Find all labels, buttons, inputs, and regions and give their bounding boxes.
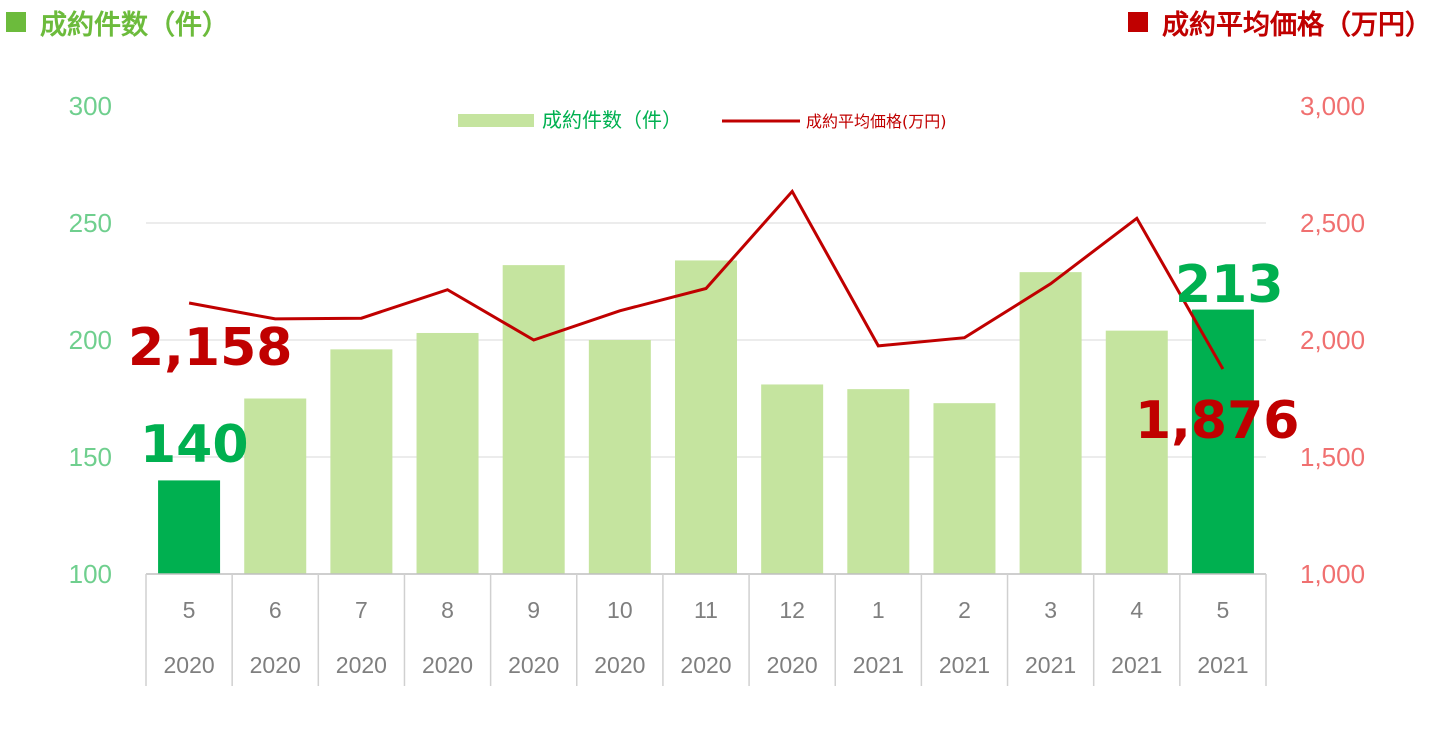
x-tick-month: 8 (441, 597, 454, 623)
right-tick-label: 1,500 (1300, 442, 1365, 472)
right-axis-header: 成約平均価格（万円） (1128, 2, 1432, 42)
right-tick-label: 2,000 (1300, 325, 1365, 355)
x-tick-year: 2020 (336, 652, 387, 678)
green-square-icon (6, 12, 26, 32)
bar (1191, 309, 1254, 574)
legend: 成約件数（件） 成約平均価格(万円) (458, 108, 947, 132)
red-square-icon (1128, 12, 1148, 32)
x-tick-month: 7 (355, 597, 368, 623)
x-axis: 5202062020720208202092020102020112020122… (145, 573, 1267, 686)
right-axis-header-text: 成約平均価格（万円） (1162, 9, 1432, 41)
x-tick-month: 1 (872, 597, 885, 623)
left-tick-label: 300 (69, 91, 112, 121)
bar (1019, 272, 1082, 574)
x-tick-year: 2021 (939, 652, 990, 678)
left-axis-header-text: 成約件数（件） (40, 9, 229, 41)
legend-bar-label: 成約件数（件） (542, 108, 682, 132)
callout-first-count: 140 (140, 415, 249, 475)
x-tick-year: 2020 (422, 652, 473, 678)
callout-first-price: 2,158 (128, 318, 292, 378)
left-tick-label: 250 (69, 208, 112, 238)
x-tick-month: 3 (1044, 597, 1057, 623)
x-tick-month: 11 (694, 597, 718, 623)
x-tick-year: 2020 (767, 652, 818, 678)
bar (244, 398, 307, 574)
x-tick-month: 4 (1130, 597, 1143, 623)
bar (847, 389, 910, 574)
bar (416, 332, 479, 574)
x-tick-year: 2020 (594, 652, 645, 678)
x-tick-month: 2 (958, 597, 971, 623)
bar (761, 384, 824, 574)
right-axis-ticks: 1,000 1,500 2,000 2,500 3,000 (1300, 91, 1365, 589)
left-axis-ticks: 100 150 200 250 300 (69, 91, 112, 589)
bar (588, 340, 651, 574)
x-tick-year: 2020 (163, 652, 214, 678)
x-tick-month: 12 (779, 597, 805, 623)
x-tick-year: 2021 (1025, 652, 1076, 678)
x-tick-year: 2020 (680, 652, 731, 678)
line-series (188, 188, 1225, 370)
right-tick-label: 2,500 (1300, 208, 1365, 238)
bar (933, 403, 996, 574)
x-tick-month: 10 (607, 597, 633, 623)
x-tick-year: 2020 (508, 652, 559, 678)
left-tick-label: 150 (69, 442, 112, 472)
bar-series (158, 260, 1254, 574)
bar (158, 480, 221, 574)
right-tick-label: 3,000 (1300, 91, 1365, 121)
x-tick-month: 5 (183, 597, 196, 623)
legend-line-label: 成約平均価格(万円) (806, 112, 947, 131)
legend-bar-swatch (458, 114, 534, 127)
x-tick-year: 2021 (853, 652, 904, 678)
bar (502, 265, 565, 574)
callout-last-count: 213 (1175, 255, 1284, 315)
x-tick-year: 2021 (1197, 652, 1248, 678)
x-tick-month: 5 (1217, 597, 1230, 623)
right-tick-label: 1,000 (1300, 559, 1365, 589)
x-tick-month: 6 (269, 597, 282, 623)
callout-last-price: 1,876 (1135, 391, 1299, 451)
bar (330, 349, 393, 574)
bar (675, 260, 737, 574)
x-tick-year: 2020 (250, 652, 301, 678)
left-tick-label: 200 (69, 325, 112, 355)
price-line (188, 188, 1225, 370)
x-tick-year: 2021 (1111, 652, 1162, 678)
x-tick-month: 9 (527, 597, 540, 623)
left-axis-header: 成約件数（件） (6, 2, 229, 42)
left-tick-label: 100 (69, 559, 112, 589)
bar (1105, 330, 1168, 574)
